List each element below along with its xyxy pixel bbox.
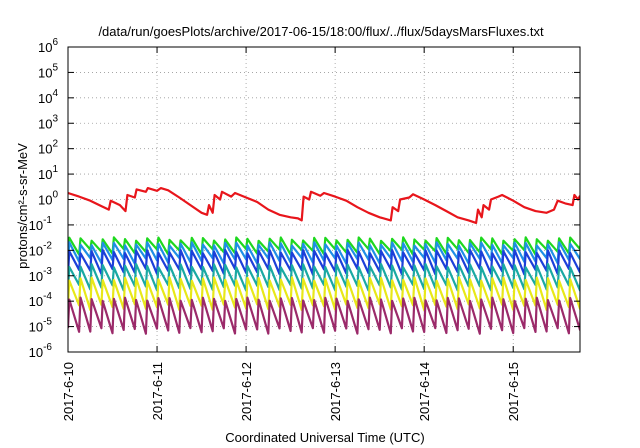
y-tick-label: 10-4 [29, 291, 53, 309]
series-line-5 [68, 263, 580, 292]
series-line-4 [68, 248, 580, 276]
plot-frame [67, 46, 581, 353]
y-tick-label: 10-5 [29, 317, 53, 335]
y-tick-exponent: 3 [52, 113, 58, 124]
x-axis-title: Coordinated Universal Time (UTC) [225, 430, 424, 445]
y-tick-label: 100 [38, 190, 58, 208]
y-tick-label: 10-6 [29, 342, 53, 360]
series-line-2 [68, 236, 580, 256]
x-tick-label: 2017-6-11 [150, 362, 165, 420]
y-tick-exponent: -3 [43, 266, 52, 277]
y-tick-label: 10-1 [29, 215, 53, 233]
y-tick-exponent: 1 [52, 164, 58, 175]
y-tick-exponent: 4 [52, 88, 58, 99]
series-line-3 [68, 241, 580, 265]
y-tick-exponent: 0 [52, 190, 58, 201]
x-tick-labels: 2017-6-10 2017-6-11 2017-6-12 2017-6-13 2017… [61, 362, 521, 421]
chart-title: /data/run/goesPlots/archive/2017-06-15/1… [98, 24, 544, 39]
x-tick-label: 2017-6-13 [328, 362, 343, 421]
y-tick-exponent: -5 [43, 317, 52, 328]
y-tick-exponent: 2 [52, 139, 58, 150]
series-layer [68, 187, 580, 335]
y-tick-label: 10-2 [29, 240, 53, 258]
y-tick-exponent: -1 [43, 215, 52, 226]
y-tick-label: 106 [38, 37, 58, 55]
y-tick-label: 104 [38, 88, 58, 106]
y-tick-exponent: 6 [52, 37, 58, 48]
x-tick-label: 2017-6-12 [239, 362, 254, 421]
axes-layer [67, 46, 581, 353]
y-axis-title: protons/cm²-s-sr-MeV [15, 143, 30, 269]
series-line-6 [68, 276, 580, 312]
series-line-7 [68, 296, 580, 335]
x-tick-label: 2017-6-15 [506, 362, 521, 421]
x-tick-label: 2017-6-10 [61, 362, 76, 421]
y-tick-label: 101 [38, 164, 58, 182]
y-tick-label: 10-3 [29, 266, 53, 284]
y-tick-labels: 10-610-510-410-310-210-11001011021031041… [29, 37, 59, 360]
y-tick-exponent: -6 [43, 342, 52, 353]
y-tick-exponent: 5 [52, 62, 58, 73]
y-tick-label: 103 [38, 113, 58, 131]
y-tick-exponent: -2 [43, 240, 52, 251]
y-tick-label: 105 [38, 62, 58, 80]
series-line-1 [68, 187, 580, 224]
x-tick-label: 2017-6-14 [417, 362, 432, 421]
y-tick-label: 102 [38, 139, 58, 157]
y-tick-exponent: -4 [43, 291, 52, 302]
